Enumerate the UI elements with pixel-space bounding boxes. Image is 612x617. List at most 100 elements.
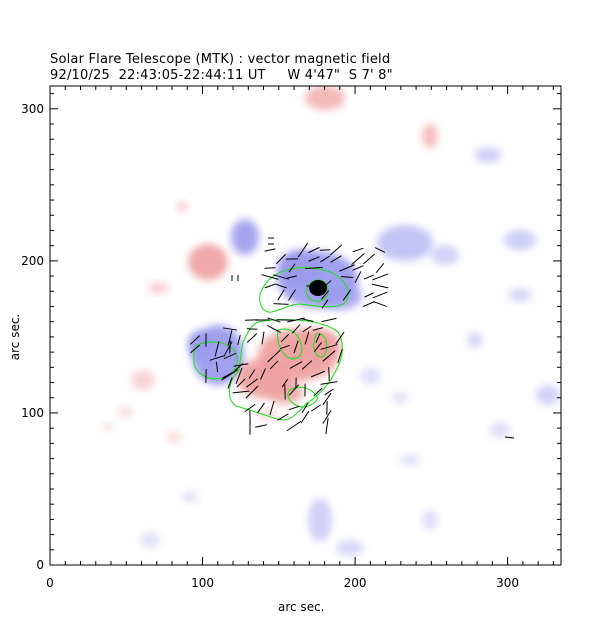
field-vector xyxy=(190,344,200,354)
field-patch xyxy=(508,288,532,302)
sunspot-umbra xyxy=(309,280,327,296)
field-vector xyxy=(267,324,281,334)
field-vector xyxy=(209,355,225,361)
field-vector xyxy=(297,242,309,258)
field-vector xyxy=(310,404,322,412)
y-tick-label: 200 xyxy=(21,254,44,268)
field-vector xyxy=(280,344,290,350)
field-patch xyxy=(400,454,420,466)
field-vector xyxy=(222,327,238,331)
field-patch xyxy=(336,540,364,556)
field-vector xyxy=(222,369,238,379)
negative-polarity-regions xyxy=(140,147,560,556)
field-vector xyxy=(246,378,258,388)
field-vector xyxy=(280,333,290,343)
field-patch xyxy=(188,331,212,359)
field-vector xyxy=(286,420,302,432)
field-vector xyxy=(227,377,233,389)
field-vector xyxy=(288,384,300,396)
field-vector xyxy=(312,327,324,331)
field-vector xyxy=(281,378,289,388)
field-vector xyxy=(301,360,313,370)
field-vector xyxy=(246,333,258,343)
field-vector xyxy=(234,363,244,371)
field-vector xyxy=(320,255,330,263)
magnetogram-image xyxy=(102,86,560,556)
field-vector xyxy=(288,289,296,301)
field-vector xyxy=(300,317,314,323)
field-vector xyxy=(504,436,515,439)
field-vector xyxy=(275,253,287,265)
field-vector xyxy=(328,367,330,381)
field-vector xyxy=(289,361,303,369)
field-vector xyxy=(244,403,256,413)
field-vector xyxy=(264,283,276,289)
field-vector xyxy=(321,317,337,323)
positive-polarity-regions xyxy=(102,86,438,443)
field-vector xyxy=(277,413,289,421)
field-patch xyxy=(258,409,278,421)
x-tick-label: 0 xyxy=(46,576,54,590)
x-tick-label: 200 xyxy=(344,576,367,590)
field-patch xyxy=(102,423,114,431)
axes-frame xyxy=(49,85,562,566)
field-patch xyxy=(467,332,483,348)
field-vector xyxy=(232,390,250,394)
field-patch xyxy=(474,147,502,163)
field-vector xyxy=(324,388,334,396)
field-vector xyxy=(286,275,298,279)
figure-subtitle: 92/10/25 22:43:05-22:44:11 UT W 4'47" S … xyxy=(50,68,393,83)
field-patch xyxy=(422,510,438,530)
field-vector xyxy=(261,274,279,280)
field-vector xyxy=(275,283,287,289)
field-vector xyxy=(190,335,200,345)
field-vector xyxy=(245,385,259,399)
field-vector xyxy=(221,371,235,381)
x-axis-label: arc sec. xyxy=(278,600,325,614)
x-tick-label: 300 xyxy=(496,576,519,590)
field-vector xyxy=(363,253,375,265)
field-vector xyxy=(308,256,320,262)
field-vector xyxy=(301,402,309,414)
field-patch xyxy=(422,124,438,148)
field-vector xyxy=(340,276,354,278)
axis-tick-labels: 0 100 200 300 0 100 200 300 xyxy=(21,102,519,590)
field-vector xyxy=(261,331,265,345)
field-patch xyxy=(536,385,560,405)
field-vector xyxy=(321,290,329,300)
field-vector xyxy=(321,299,329,309)
field-patch xyxy=(377,225,433,261)
field-patch xyxy=(140,532,160,548)
field-vector xyxy=(229,340,231,354)
field-vector xyxy=(264,267,276,269)
field-vector xyxy=(352,265,364,271)
y-axis-label: arc sec. xyxy=(8,313,23,361)
field-vector xyxy=(322,392,332,406)
field-vector xyxy=(371,283,389,289)
field-vector xyxy=(248,369,256,379)
field-patch xyxy=(360,368,380,384)
y-tick-label: 100 xyxy=(21,406,44,420)
x-tick-label: 100 xyxy=(191,576,214,590)
field-vector xyxy=(288,263,296,273)
field-vector xyxy=(313,342,323,352)
field-vector xyxy=(264,248,276,252)
field-vector xyxy=(330,255,342,263)
field-vector xyxy=(223,341,233,357)
field-vector xyxy=(325,417,329,435)
field-vector xyxy=(302,325,312,333)
field-vector xyxy=(227,330,233,346)
field-vector xyxy=(300,410,310,424)
field-vector xyxy=(351,253,365,265)
field-patch xyxy=(148,282,168,294)
field-vector xyxy=(267,317,281,323)
field-vector xyxy=(342,289,352,301)
field-vector xyxy=(371,273,389,281)
field-vector xyxy=(339,264,355,272)
field-vector xyxy=(315,333,321,343)
field-vector xyxy=(352,247,364,253)
y-tick-label: 300 xyxy=(21,102,44,116)
field-vector xyxy=(260,368,266,380)
field-vector xyxy=(269,400,275,416)
field-patch xyxy=(431,245,459,265)
